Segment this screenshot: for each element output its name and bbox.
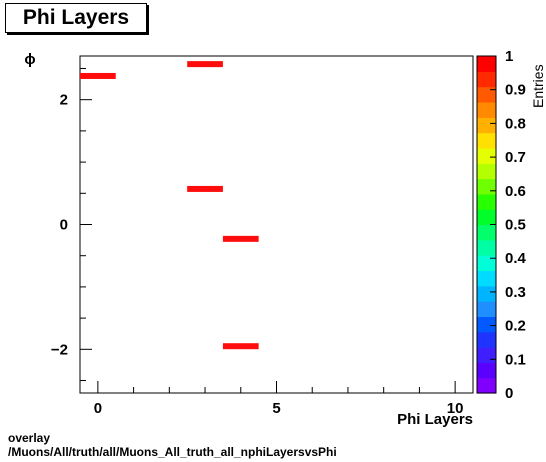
data-cell (80, 72, 116, 79)
color-scale-label: Entries (530, 64, 546, 108)
color-scale-tick-label: 0.5 (505, 217, 526, 234)
color-scale-tick-label: 1 (505, 48, 513, 65)
data-cell (187, 185, 223, 192)
color-scale-swatch (477, 163, 496, 180)
y-tick-label: 0 (60, 217, 68, 234)
color-scale-swatch (477, 316, 496, 333)
x-axis-ticks: 0 5 10 (94, 381, 464, 417)
footer: overlay /Muons/All/truth/all/Muons_All_t… (8, 431, 337, 459)
plot-frame (79, 55, 474, 394)
color-scale-tick-label: 0.7 (505, 149, 526, 166)
color-scale-swatch (477, 255, 496, 272)
data-cell (222, 235, 259, 242)
color-scale-swatch (477, 377, 496, 394)
x-tick-label: 5 (272, 400, 280, 417)
color-scale-swatch (477, 117, 496, 134)
color-scale-tick-label: 0.1 (505, 351, 526, 368)
x-tick-label: 10 (447, 400, 464, 417)
chart-title: Phi Layers (5, 3, 147, 33)
color-scale-swatch (477, 101, 496, 118)
x-axis-label: Phi Layers (397, 411, 473, 428)
y-tick-label: 2 (60, 92, 68, 109)
x-tick-label: 0 (94, 400, 102, 417)
color-scale-swatch (477, 132, 496, 149)
footer-line-overlay: overlay (8, 431, 51, 445)
x-minor-ticks (133, 387, 420, 393)
color-scale-tick-label: 0 (505, 385, 513, 402)
color-scale-tick-label: 0.8 (505, 115, 526, 132)
color-scale-swatch (477, 347, 496, 363)
color-scale-swatch (477, 56, 496, 72)
color-scale-tick-label: 0.2 (505, 318, 526, 335)
data-cells (80, 61, 259, 350)
color-scale-swatch (477, 239, 496, 256)
color-scale-swatch (477, 193, 496, 210)
color-scale-swatch (477, 224, 496, 241)
color-scale-tick-label: 0.4 (505, 250, 527, 267)
y-tick-label: −2 (51, 341, 68, 358)
y-axis-ticks: 2 0 −2 (51, 92, 92, 358)
color-scale-swatch (477, 285, 496, 302)
color-scale-swatch (477, 270, 496, 287)
color-scale-swatch (477, 209, 496, 226)
color-scale (476, 55, 497, 394)
color-scale-swatch (477, 178, 496, 195)
y-axis-label: ϕ (24, 51, 35, 68)
data-cell (187, 61, 223, 68)
footer-line-path: /Muons/All/truth/all/Muons_All_truth_all… (8, 445, 337, 459)
color-scale-tick-label: 0.6 (505, 183, 526, 200)
y-minor-ticks (80, 67, 86, 382)
color-scale-ticks: 0 0.1 0.2 0.3 0.4 0.5 0.6 0.7 0.8 0.9 1 (490, 48, 527, 402)
color-scale-swatch (477, 331, 496, 348)
color-scale-tick-label: 0.3 (505, 284, 526, 301)
color-scale-swatch (477, 86, 496, 103)
data-cell (222, 343, 259, 350)
color-scale-swatch (477, 147, 496, 164)
color-scale-swatch (477, 301, 496, 318)
color-scale-tick-label: 0.9 (505, 82, 526, 99)
color-scale-swatch (477, 362, 496, 379)
color-scale-swatch (477, 71, 496, 88)
